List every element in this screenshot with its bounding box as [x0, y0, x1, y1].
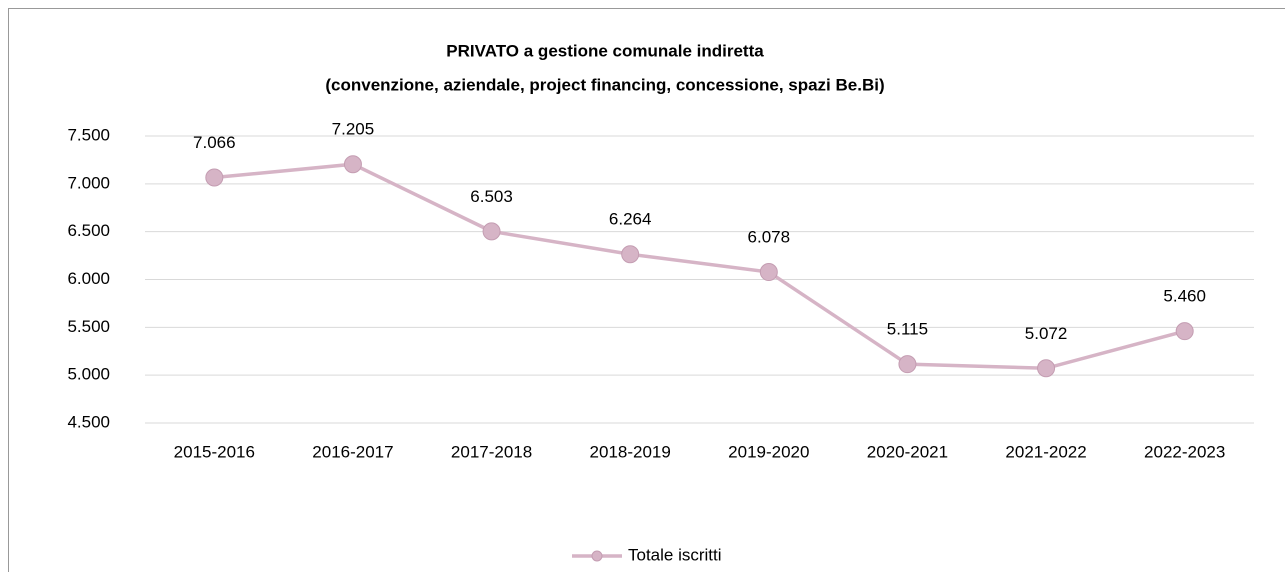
- data-point: [1037, 359, 1056, 378]
- x-tick-label: 2015-2016: [174, 442, 255, 461]
- data-point: [343, 155, 362, 174]
- data-point: [205, 168, 224, 187]
- data-label: 6.078: [748, 228, 791, 247]
- chart-border: [8, 8, 1285, 572]
- y-tick-label: 6.000: [67, 269, 110, 288]
- x-tick-label: 2022-2023: [1144, 442, 1225, 461]
- y-tick-label: 5.500: [67, 317, 110, 336]
- data-label: 6.503: [470, 187, 513, 206]
- y-tick-label: 6.500: [67, 221, 110, 240]
- data-point: [621, 245, 640, 264]
- chart-title: PRIVATO a gestione comunale indiretta: [446, 41, 764, 60]
- chart-subtitle: (convenzione, aziendale, project financi…: [325, 75, 884, 94]
- data-label: 6.264: [609, 210, 652, 229]
- x-tick-label: 2018-2019: [590, 442, 671, 461]
- series-line: [214, 162, 1186, 371]
- x-tick-label: 2017-2018: [451, 442, 532, 461]
- data-label: 7.205: [332, 120, 375, 139]
- x-tick-label: 2019-2020: [728, 442, 809, 461]
- data-label: 5.072: [1025, 324, 1068, 343]
- y-tick-label: 4.500: [67, 412, 110, 431]
- data-point: [1175, 322, 1194, 341]
- y-tick-label: 7.500: [67, 125, 110, 144]
- data-label: 7.066: [193, 133, 236, 152]
- data-label: 5.115: [887, 320, 928, 339]
- data-point: [759, 263, 778, 282]
- x-tick-label: 2016-2017: [312, 442, 393, 461]
- y-tick-label: 5.000: [67, 365, 110, 384]
- data-point: [898, 355, 917, 374]
- legend-label: Totale iscritti: [628, 545, 722, 564]
- legend-marker: [591, 550, 603, 562]
- y-tick-label: 7.000: [67, 173, 110, 192]
- data-label: 5.460: [1163, 287, 1206, 306]
- data-point: [482, 222, 501, 241]
- x-tick-label: 2020-2021: [867, 442, 948, 461]
- x-tick-label: 2021-2022: [1005, 442, 1086, 461]
